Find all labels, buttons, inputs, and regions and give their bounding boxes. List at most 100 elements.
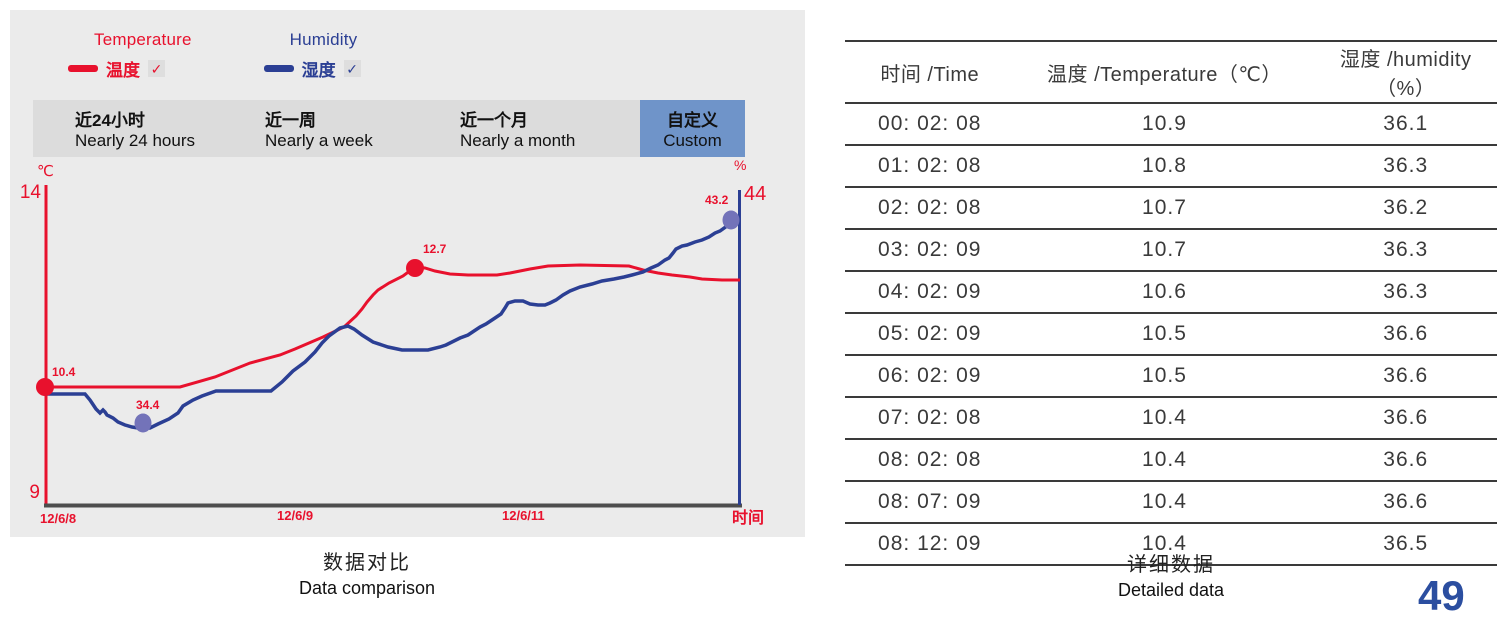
cell-temperature: 10.7 [1014,229,1315,272]
legend-humidity-label-zh: 湿度 [301,61,336,80]
tab-nearly-a-week[interactable]: 近一周 Nearly a week [265,100,373,157]
cell-temperature: 10.5 [1014,313,1315,356]
cell-temperature: 10.5 [1014,355,1315,398]
left-axis-max: 14 [20,182,42,203]
tab-nearly-a-month[interactable]: 近一个月 Nearly a month [460,100,575,157]
chart-caption: 数据对比 Data comparison [10,546,724,599]
cell-temperature: 10.8 [1014,145,1315,188]
table-row: 06: 02: 09 10.5 36.6 [845,355,1497,398]
humidity-checkbox[interactable]: ✓ [343,60,361,77]
cell-temperature: 10.4 [1014,481,1315,524]
cell-time: 01: 02: 08 [845,145,1015,188]
cell-temperature: 10.4 [1014,397,1315,440]
cell-humidity: 36.6 [1314,481,1497,524]
table-caption-en: Detailed data [1117,580,1225,600]
annotation-temp-peak: 12.7 [423,242,447,256]
cell-time: 06: 02: 09 [845,355,1015,398]
cell-temperature: 10.7 [1014,187,1315,230]
temperature-series-line [45,263,740,389]
time-range-tabbar: 近24小时 Nearly 24 hours 近一周 Nearly a week … [33,100,745,157]
cell-time: 00: 02: 08 [845,103,1015,146]
table-row: 03: 02: 09 10.7 36.3 [845,229,1497,272]
right-axis-unit: % [734,157,746,173]
x-tick-2: 12/6/9 [277,508,313,523]
chart-panel: Temperature 温度 ✓ Humidity 湿度 ✓ 近24小时 Nea… [10,10,805,537]
table-row: 02: 02: 08 10.7 36.2 [845,187,1497,230]
header-time: 时间 /Time [845,40,1015,104]
table-caption-zh: 详细数据 [1127,554,1215,576]
table-row: 05: 02: 09 10.5 36.6 [845,313,1497,356]
right-axis-max: 44 [744,183,766,205]
cell-humidity: 36.1 [1314,103,1497,146]
cell-humidity: 36.2 [1314,187,1497,230]
cell-humidity: 36.3 [1314,145,1497,188]
cell-time: 08: 12: 09 [845,523,1015,566]
header-temperature: 温度 /Temperature（℃） [1014,40,1315,104]
left-axis-unit: ℃ [37,163,54,180]
cell-temperature: 10.6 [1014,271,1315,314]
cell-humidity: 36.6 [1314,355,1497,398]
legend-temperature-label-zh: 温度 [106,61,140,80]
legend-humidity: Humidity 湿度 ✓ [263,30,361,81]
cell-humidity: 36.6 [1314,397,1497,440]
tab-label-zh: 自定义 [667,111,718,130]
checkmark-icon: ✓ [346,60,358,77]
legend-humidity-label-en: Humidity [289,30,358,49]
tab-custom-active[interactable]: 自定义 Custom [640,100,745,157]
cell-time: 05: 02: 09 [845,313,1015,356]
cell-temperature: 10.4 [1014,523,1315,566]
legend-temperature-label-en: Temperature [94,30,192,49]
tab-label-en: Custom [663,131,722,150]
table-caption: 详细数据 Detailed data [845,548,1497,601]
legend-temperature: Temperature 温度 ✓ [68,30,192,81]
tab-label-zh: 近一周 [265,111,316,130]
cell-temperature: 10.4 [1014,439,1315,482]
tab-label-en: Nearly 24 hours [75,131,196,150]
page-number: 49 [1418,572,1465,619]
table-row: 08: 12: 09 10.4 36.5 [845,523,1497,566]
table-header-row: 时间 /Time 温度 /Temperature（℃） 湿度 /humidity… [845,40,1497,104]
x-tick-3: 12/6/11 [502,508,545,523]
tab-label-en: Nearly a month [460,131,576,150]
humidity-series-line [45,219,741,430]
chart-legend: Temperature 温度 ✓ Humidity 湿度 ✓ [68,30,361,81]
checkmark-icon: ✓ [150,60,163,77]
cell-humidity: 36.3 [1314,271,1497,314]
cell-time: 08: 02: 08 [845,439,1015,482]
cell-humidity: 36.6 [1314,313,1497,356]
x-axis-name: 时间 [732,508,764,527]
tab-label-zh: 近一个月 [460,111,528,130]
cell-humidity: 36.5 [1314,523,1497,566]
cell-humidity: 36.3 [1314,229,1497,272]
chart-caption-en: Data comparison [298,578,436,598]
temperature-line-swatch-icon [68,65,98,72]
humidity-end-dot [722,210,740,230]
comparison-line-chart: ℃ 14 9 % 44 12/6/8 12/6/9 12/6/11 时间 10.… [20,157,766,527]
cell-time: 04: 02: 09 [845,271,1015,314]
header-humidity: 湿度 /humidity（%） [1314,40,1497,104]
temperature-checkbox[interactable]: ✓ [148,60,165,77]
cell-time: 08: 07: 09 [845,481,1015,524]
table-row: 08: 02: 08 10.4 36.6 [845,439,1497,482]
chart-caption-zh: 数据对比 [323,552,411,574]
annotation-hum-low: 34.4 [136,398,160,412]
table-row: 01: 02: 08 10.8 36.3 [845,145,1497,188]
annotation-hum-end: 43.2 [705,193,729,207]
tab-label-zh: 近24小时 [75,111,145,130]
tab-nearly-24-hours[interactable]: 近24小时 Nearly 24 hours [75,100,195,157]
tab-label-en: Nearly a week [265,131,373,150]
humidity-low-dot [134,413,152,433]
table-row: 00: 02: 08 10.9 36.1 [845,103,1497,146]
annotation-temp-start: 10.4 [52,365,76,379]
cell-humidity: 36.6 [1314,439,1497,482]
cell-time: 03: 02: 09 [845,229,1015,272]
humidity-line-swatch-icon [263,65,294,72]
table-body: 00: 02: 08 10.9 36.1 01: 02: 08 10.8 36.3 02: … [845,103,1497,566]
table-row: 08: 07: 09 10.4 36.6 [845,481,1497,524]
temperature-start-dot [36,378,54,396]
temperature-peak-dot [406,259,424,277]
left-axis-min: 9 [29,482,40,503]
x-tick-1: 12/6/8 [40,511,76,526]
cell-temperature: 10.9 [1014,103,1315,146]
detail-table: 时间 /Time 温度 /Temperature（℃） 湿度 /humidity… [845,40,1497,566]
